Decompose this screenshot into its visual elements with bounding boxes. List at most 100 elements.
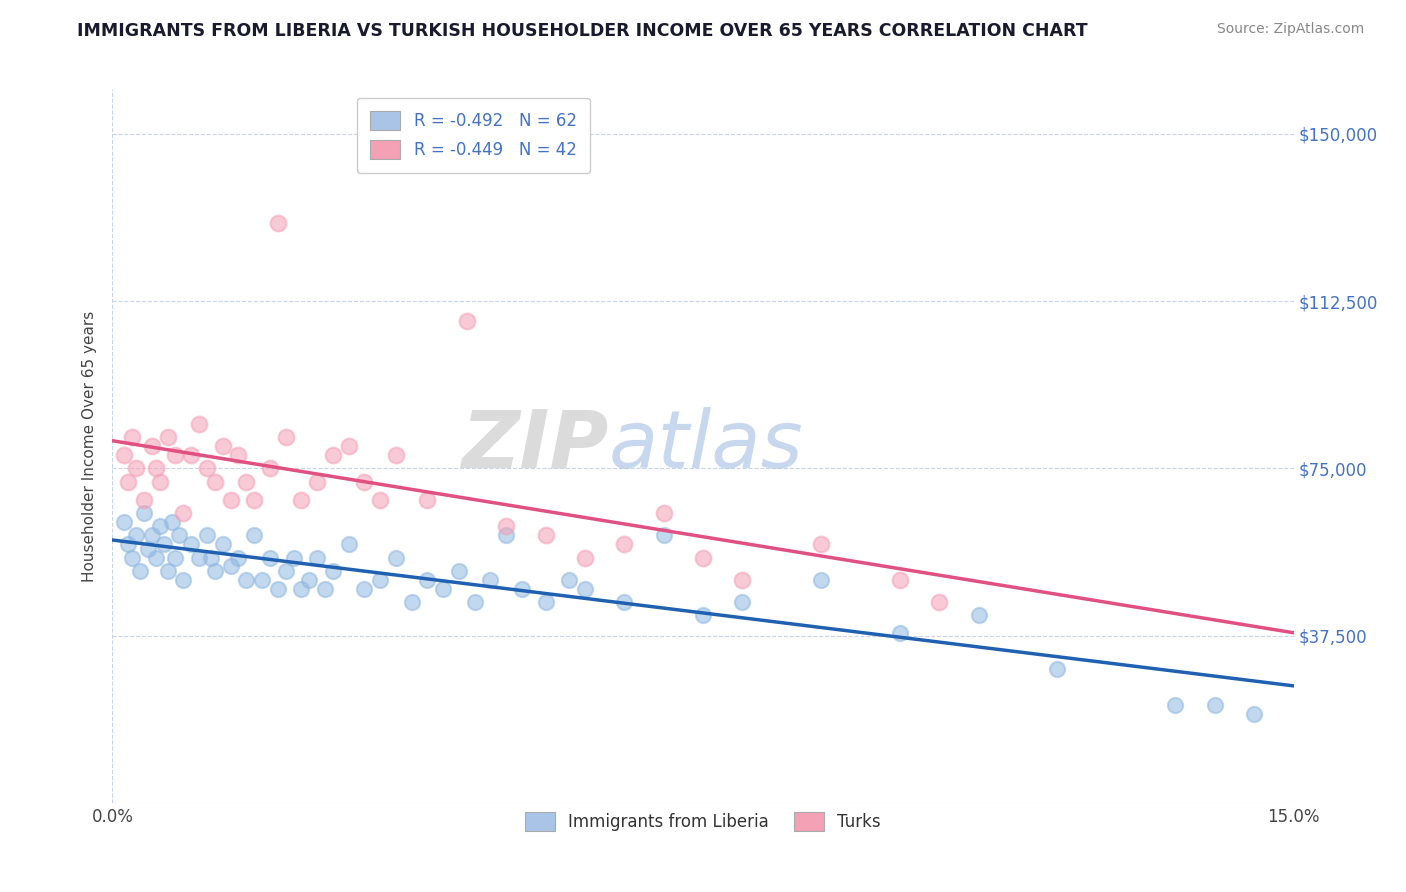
Point xyxy=(385,550,408,565)
Point xyxy=(200,550,222,565)
Point xyxy=(337,537,360,551)
Point xyxy=(228,550,250,565)
Point xyxy=(290,492,312,507)
Point xyxy=(534,595,557,609)
Point xyxy=(495,519,517,533)
Point xyxy=(243,492,266,507)
Point xyxy=(416,573,439,587)
Text: atlas: atlas xyxy=(609,407,803,485)
Point xyxy=(967,608,990,623)
Point xyxy=(180,537,202,551)
Point xyxy=(558,573,581,587)
Point xyxy=(385,448,408,462)
Point xyxy=(889,626,911,640)
Point xyxy=(152,537,174,551)
Point xyxy=(121,550,143,565)
Point xyxy=(307,475,329,489)
Point xyxy=(259,550,281,565)
Y-axis label: Householder Income Over 65 years: Householder Income Over 65 years xyxy=(82,310,97,582)
Point xyxy=(219,559,242,574)
Point xyxy=(195,528,218,542)
Point xyxy=(889,573,911,587)
Point xyxy=(188,417,211,431)
Point xyxy=(495,528,517,542)
Text: Source: ZipAtlas.com: Source: ZipAtlas.com xyxy=(1216,22,1364,37)
Point xyxy=(243,528,266,542)
Point xyxy=(731,595,754,609)
Point xyxy=(132,506,155,520)
Point xyxy=(464,595,486,609)
Point xyxy=(228,448,250,462)
Point xyxy=(211,439,233,453)
Point xyxy=(613,595,636,609)
Point xyxy=(510,582,533,596)
Point xyxy=(1243,706,1265,721)
Point xyxy=(416,492,439,507)
Point xyxy=(149,519,172,533)
Point xyxy=(283,550,305,565)
Point xyxy=(353,582,375,596)
Point xyxy=(322,448,344,462)
Point xyxy=(156,430,179,444)
Point xyxy=(156,564,179,578)
Point xyxy=(250,573,273,587)
Point xyxy=(479,573,502,587)
Point xyxy=(145,461,167,475)
Point xyxy=(165,448,187,462)
Point xyxy=(1204,698,1226,712)
Point xyxy=(117,537,139,551)
Point xyxy=(810,537,832,551)
Point xyxy=(211,537,233,551)
Point xyxy=(613,537,636,551)
Point xyxy=(322,564,344,578)
Point xyxy=(298,573,321,587)
Point xyxy=(652,506,675,520)
Point xyxy=(574,582,596,596)
Point xyxy=(259,461,281,475)
Point xyxy=(195,461,218,475)
Point xyxy=(432,582,454,596)
Point xyxy=(141,528,163,542)
Point xyxy=(235,573,257,587)
Legend: Immigrants from Liberia, Turks: Immigrants from Liberia, Turks xyxy=(512,798,894,845)
Point xyxy=(117,475,139,489)
Point xyxy=(274,430,297,444)
Point xyxy=(368,573,391,587)
Point xyxy=(149,475,172,489)
Point xyxy=(145,550,167,565)
Point xyxy=(692,608,714,623)
Point xyxy=(132,492,155,507)
Point xyxy=(129,564,152,578)
Point xyxy=(353,475,375,489)
Point xyxy=(1164,698,1187,712)
Point xyxy=(574,550,596,565)
Point xyxy=(401,595,423,609)
Point xyxy=(307,550,329,565)
Point xyxy=(731,573,754,587)
Point xyxy=(136,541,159,556)
Point xyxy=(219,492,242,507)
Point xyxy=(141,439,163,453)
Point xyxy=(160,515,183,529)
Point xyxy=(112,448,135,462)
Point xyxy=(368,492,391,507)
Point xyxy=(188,550,211,565)
Point xyxy=(652,528,675,542)
Point xyxy=(290,582,312,596)
Point xyxy=(165,550,187,565)
Point xyxy=(267,582,290,596)
Text: IMMIGRANTS FROM LIBERIA VS TURKISH HOUSEHOLDER INCOME OVER 65 YEARS CORRELATION : IMMIGRANTS FROM LIBERIA VS TURKISH HOUSE… xyxy=(77,22,1088,40)
Point xyxy=(125,461,148,475)
Point xyxy=(204,564,226,578)
Point xyxy=(1046,662,1069,676)
Point xyxy=(204,475,226,489)
Point xyxy=(314,582,336,596)
Point xyxy=(534,528,557,542)
Point xyxy=(172,506,194,520)
Text: ZIP: ZIP xyxy=(461,407,609,485)
Point xyxy=(928,595,950,609)
Point xyxy=(172,573,194,587)
Point xyxy=(169,528,191,542)
Point xyxy=(274,564,297,578)
Point xyxy=(125,528,148,542)
